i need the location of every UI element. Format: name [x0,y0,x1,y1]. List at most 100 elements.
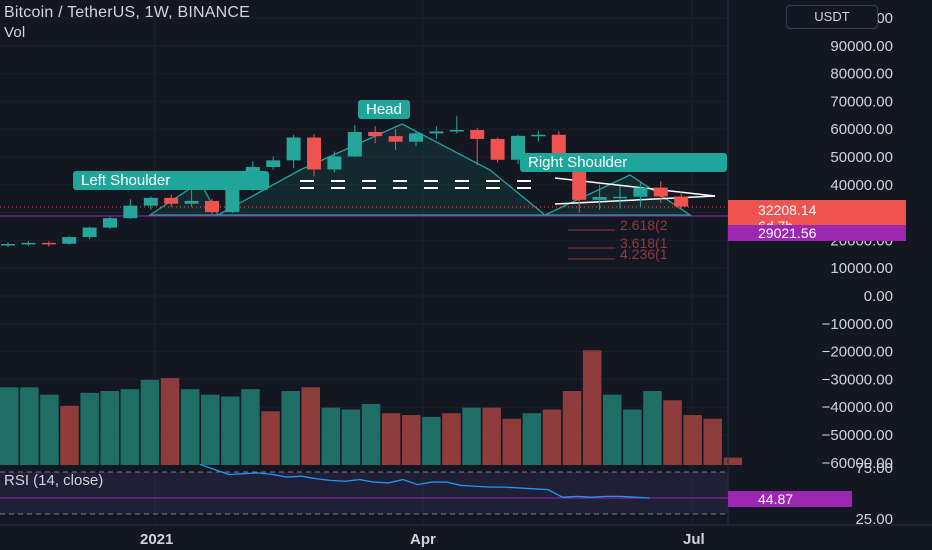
price-axis-tick: 0.00 [864,288,893,305]
candle-body [470,130,485,139]
volume-bar [381,413,401,465]
candle-body [633,187,648,197]
volume-bar [241,389,260,465]
volume-bar [40,394,59,465]
candle-body [327,156,342,170]
volume-bars [0,350,743,465]
volume-bar [402,415,421,465]
rsi-lower-tick: 25.00 [855,511,893,528]
candle-body [184,200,199,204]
volume-bar [140,379,160,465]
price-axis-tick: 80000.00 [830,66,893,83]
chart-header: Bitcoin / TetherUS, 1W, BINANCE Vol [4,4,250,41]
volume-bar [100,391,119,465]
candle-body [41,242,56,245]
candle-body [592,197,607,200]
last-price-value: 32208.14 [758,202,817,218]
rsi-line [199,463,650,499]
volume-bar [522,413,542,465]
candle-body [490,138,505,160]
candle-body [205,200,219,213]
volume-bar [603,394,622,465]
volume-bar [80,392,99,465]
candle-body [164,197,179,204]
volume-bar [462,407,481,465]
candle-body [368,131,383,137]
volume-bar [321,407,341,465]
volume-bar [643,391,662,465]
candle-body [82,227,97,238]
price-axis-tick: 10000.00 [830,260,893,277]
wedge-line-lower [554,195,716,205]
time-axis-tick: Jul [683,531,705,548]
volume-bar [703,418,722,465]
volume-bar [683,415,702,465]
candle-body [347,131,362,157]
symbol-title[interactable]: Bitcoin / TetherUS, 1W, BINANCE [4,4,250,21]
volume-bar [502,418,521,465]
candle-body [674,196,689,207]
price-axis-tick: −50000.00 [822,427,893,444]
level-price-tag: 29021.56 [728,225,906,241]
candle-body [307,137,321,170]
time-axis-tick: Apr [410,531,436,548]
volume-bar [301,387,320,465]
volume-bar [60,405,79,465]
candle-body [613,196,627,199]
volume-indicator-label[interactable]: Vol [4,24,26,41]
volume-bar [281,391,300,465]
volume-bar [582,350,602,465]
left-shoulder-label[interactable]: Left Shoulder [73,171,269,190]
volume-bar [442,413,461,465]
rsi-value-tag: 44.87 [728,491,852,507]
fib-level-label: 3.618(1 [620,235,668,251]
volume-bar [482,407,501,465]
price-axis-tick: −10000.00 [822,316,893,333]
volume-bar [623,409,642,465]
rsi-value: 44.87 [758,491,794,507]
candle-body [409,133,423,142]
volume-bar [221,396,240,465]
right-shoulder-label[interactable]: Right Shoulder [520,153,727,172]
fib-level-label: 4.236(1 [620,246,668,262]
candlesticks [1,115,689,248]
price-axis-tick: 90000.00 [830,38,893,55]
price-axis-tick: 50000.00 [830,149,893,166]
currency-button[interactable]: USDT [786,5,878,29]
volume-bar [341,409,361,465]
rsi-upper-tick: 75.00 [855,460,893,477]
candle-body [225,189,240,213]
price-axis-tick: 70000.00 [830,93,893,110]
price-axis-tick: −30000.00 [822,371,893,388]
volume-bar [422,416,441,465]
volume-bar [180,389,200,465]
rsi-band [0,472,728,514]
candle-body [266,160,281,168]
volume-bar [542,409,562,465]
candle-body [286,137,301,161]
candle-body [429,131,444,134]
candle-body [143,197,158,206]
candle-body [572,166,587,200]
rsi-indicator-label[interactable]: RSI (14, close) [4,472,104,489]
candle-body [653,187,668,197]
candle-body [388,136,403,142]
candle-body [62,237,77,244]
volume-bar [201,394,220,465]
volume-bar [723,457,743,465]
fib-level-label: 2.618(2 [620,217,668,233]
time-axis-tick: 2021 [140,531,173,548]
candle-body [21,242,36,245]
candle-body [531,134,546,137]
price-axis-tick: −40000.00 [822,399,893,416]
price-axis-tick: 60000.00 [830,121,893,138]
price-axis-tick: 40000.00 [830,177,893,194]
volume-bar [20,387,39,465]
candle-body [103,218,117,228]
candle-body [123,205,138,219]
head-label[interactable]: Head [358,100,410,119]
price-axis-tick: −20000.00 [822,344,893,361]
